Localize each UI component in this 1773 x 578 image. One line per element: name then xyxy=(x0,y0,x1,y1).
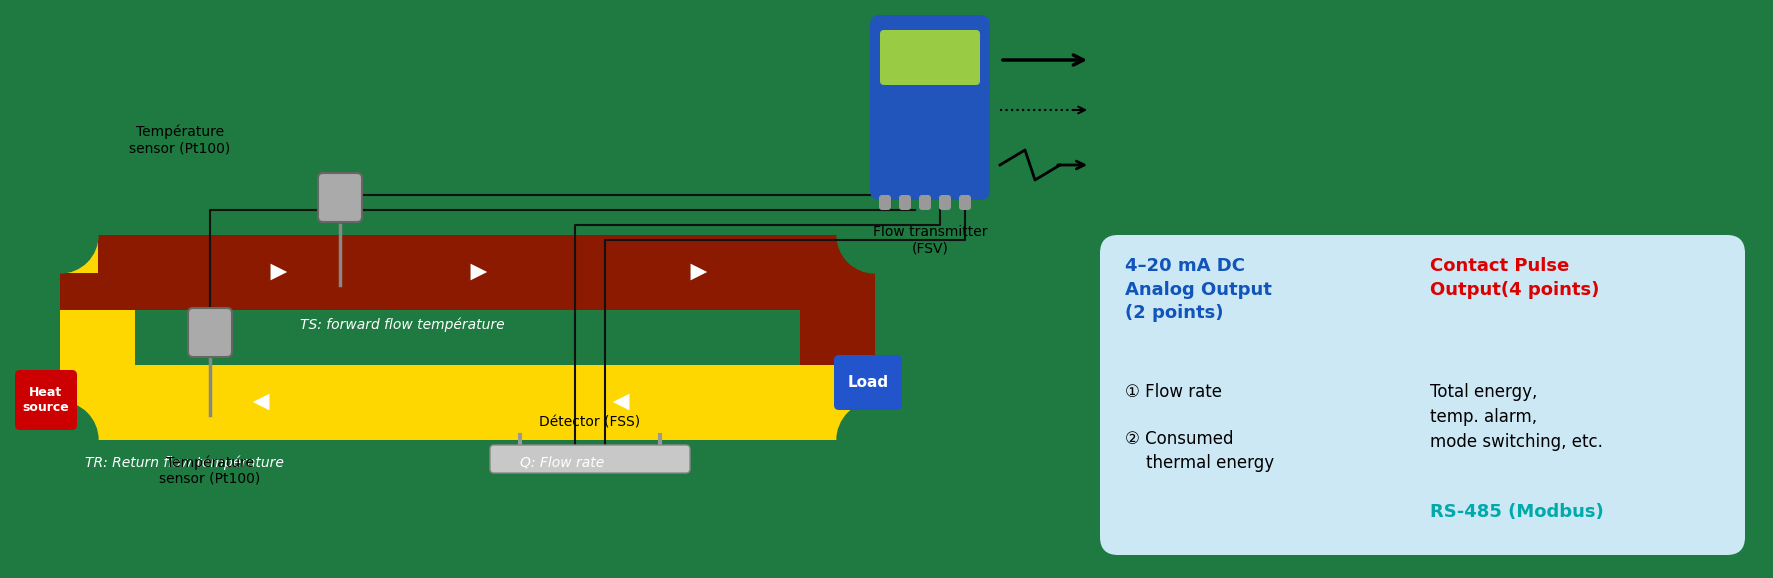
FancyBboxPatch shape xyxy=(940,195,950,210)
Text: TS: forward flow température: TS: forward flow température xyxy=(300,318,505,332)
Text: Contact Pulse
Output(4 points): Contact Pulse Output(4 points) xyxy=(1431,257,1599,299)
FancyBboxPatch shape xyxy=(60,365,876,440)
Text: Température
sensor (Pt100): Température sensor (Pt100) xyxy=(160,455,261,486)
Text: 4–20 mA DC
Analog Output
(2 points): 4–20 mA DC Analog Output (2 points) xyxy=(1126,257,1271,322)
Text: ① Flow rate: ① Flow rate xyxy=(1126,383,1222,401)
FancyBboxPatch shape xyxy=(60,235,876,310)
Text: Température
sensor (Pt100): Température sensor (Pt100) xyxy=(129,124,230,155)
FancyBboxPatch shape xyxy=(1099,235,1745,555)
FancyBboxPatch shape xyxy=(60,235,135,440)
FancyBboxPatch shape xyxy=(918,195,931,210)
FancyBboxPatch shape xyxy=(837,235,876,273)
FancyBboxPatch shape xyxy=(871,15,989,200)
Text: Load: Load xyxy=(847,375,888,390)
Circle shape xyxy=(21,402,98,478)
FancyBboxPatch shape xyxy=(14,370,76,430)
FancyBboxPatch shape xyxy=(800,365,876,440)
FancyBboxPatch shape xyxy=(60,235,135,310)
Text: Flow transmitter
(FSV): Flow transmitter (FSV) xyxy=(872,225,988,255)
FancyBboxPatch shape xyxy=(188,308,232,357)
FancyBboxPatch shape xyxy=(800,310,876,365)
Text: RS-485 (Modbus): RS-485 (Modbus) xyxy=(1431,503,1605,521)
FancyBboxPatch shape xyxy=(959,195,972,210)
Circle shape xyxy=(837,402,913,478)
FancyBboxPatch shape xyxy=(60,235,98,273)
FancyBboxPatch shape xyxy=(899,195,911,210)
Circle shape xyxy=(837,197,913,273)
FancyBboxPatch shape xyxy=(489,445,690,473)
FancyBboxPatch shape xyxy=(837,402,876,440)
FancyBboxPatch shape xyxy=(879,195,892,210)
FancyBboxPatch shape xyxy=(833,355,902,410)
Circle shape xyxy=(21,197,98,273)
FancyBboxPatch shape xyxy=(317,173,362,222)
Text: Total energy,
temp. alarm,
mode switching, etc.: Total energy, temp. alarm, mode switchin… xyxy=(1431,383,1603,451)
FancyBboxPatch shape xyxy=(879,30,980,85)
FancyBboxPatch shape xyxy=(60,402,98,440)
Text: Heat
source: Heat source xyxy=(23,386,69,414)
FancyBboxPatch shape xyxy=(800,365,876,440)
FancyBboxPatch shape xyxy=(800,235,876,440)
Text: ② Consumed
    thermal energy: ② Consumed thermal energy xyxy=(1126,430,1275,472)
Text: Détector (FSS): Détector (FSS) xyxy=(539,416,640,430)
Text: Q: Flow rate: Q: Flow rate xyxy=(519,455,605,469)
Text: TR: Return flow température: TR: Return flow température xyxy=(85,455,284,469)
